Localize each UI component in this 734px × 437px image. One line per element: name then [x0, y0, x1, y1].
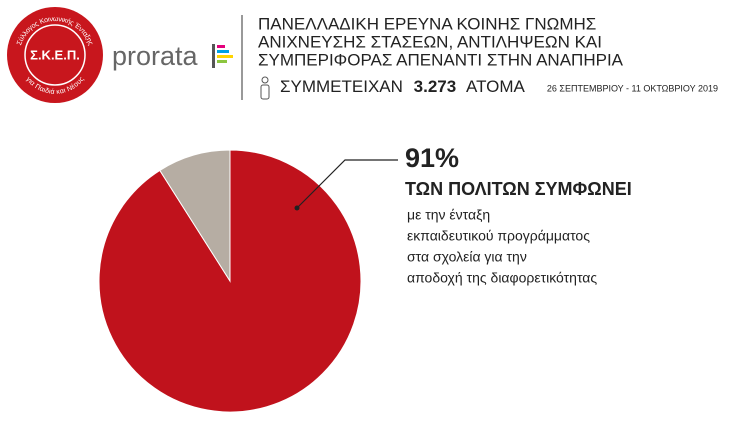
callout-dot — [294, 205, 300, 211]
brand-bar — [217, 45, 225, 48]
annotation-line: εκπαιδευτικού προγράμματος — [407, 228, 590, 244]
pie-slice — [159, 149, 231, 283]
logo-initials: Σ.Κ.Ε.Π. — [30, 47, 80, 62]
participants-suffix: ΑΤΟΜΑ — [466, 77, 526, 96]
pie-slice — [98, 149, 362, 413]
annotation-heading: ΤΩΝ ΠΟΛΙΤΩΝ ΣΥΜΦΩΝΕΙ — [405, 179, 632, 199]
person-body — [260, 84, 270, 100]
dates: 26 ΣΕΠΤΕΜΒΡΙΟΥ - 11 ΟΚΤΩΒΡΙΟΥ 2019 — [547, 83, 718, 93]
brand-bar — [212, 44, 215, 68]
annotation: με την ένταξη εκπαιδευτικού προγράμματος σ… — [407, 207, 597, 286]
logo-ring — [24, 24, 86, 86]
participants-count: 3.273 — [414, 77, 457, 96]
logo: Σύλλογος Κοινωνικής Ένταξης για Παιδιά κ… — [7, 7, 103, 103]
title-line: ΠΑΝΕΛΛΑΔΙΚΗ ΕΡΕΥΝΑ ΚΟΙΝΗΣ ΓΝΩΜΗΣ — [258, 14, 596, 33]
participants: ΣΥΜΜΕΤΕΙΧΑΝ 3.273 ΑΤΟΜΑ — [280, 77, 526, 96]
annotation-line: με την ένταξη — [407, 207, 490, 223]
logo-circle — [7, 7, 103, 103]
brand-icon — [212, 44, 233, 68]
title: ΠΑΝΕΛΛΑΔΙΚΗ ΕΡΕΥΝΑ ΚΟΙΝΗΣ ΓΝΩΜΗΣΑΝΙΧΝΕΥΣ… — [258, 14, 624, 69]
callout-line — [296, 159, 398, 209]
title-line: ΑΝΙΧΝΕΥΣΗΣ ΣΤΑΣΕΩΝ, ΑΝΤΙΛΗΨΕΩΝ ΚΑΙ — [258, 32, 602, 51]
participants-prefix: ΣΥΜΜΕΤΕΙΧΑΝ — [280, 77, 403, 96]
brand-bar — [217, 55, 233, 58]
person-icon — [260, 76, 270, 100]
annotation-line: αποδοχή της διαφορετικότητας — [407, 270, 597, 286]
annotation-line: στα σχολεία για την — [407, 249, 527, 265]
brand-bar — [217, 50, 229, 53]
person-head — [261, 76, 269, 84]
value-label: 91% — [405, 143, 459, 173]
title-line: ΣΥΜΠΕΡΙΦΟΡΑΣ ΑΠΕΝΑΝΤΙ ΣΤΗΝ ΑΝΑΠΗΡΙΑ — [258, 50, 624, 69]
brand: prorata — [112, 41, 199, 71]
brand-bar — [217, 60, 227, 63]
pie — [98, 149, 362, 413]
